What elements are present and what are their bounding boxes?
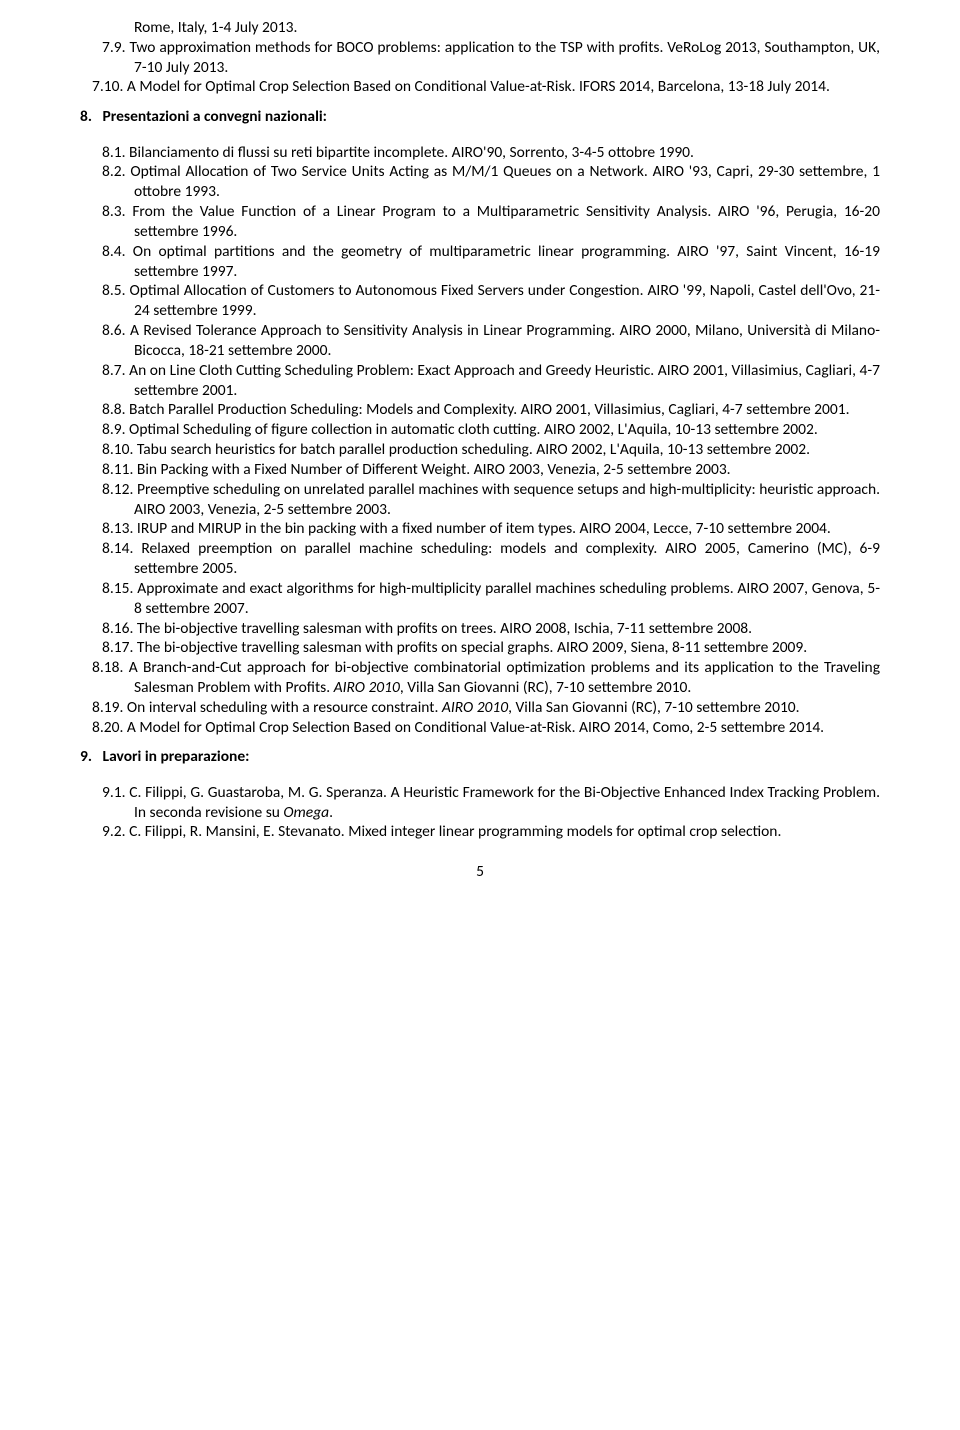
item-number: 7.9. (102, 38, 126, 57)
item-text: C. Filippi, G. Guastaroba, M. G. Speranz… (129, 783, 880, 822)
item-number: 8.13. (102, 519, 133, 538)
list-item: 8.11. Bin Packing with a Fixed Number of… (80, 460, 880, 480)
item-number: 7.10. (92, 77, 123, 96)
item-number: 9.1. (102, 783, 126, 802)
item-text: Relaxed preemption on parallel machine s… (133, 539, 880, 578)
list-item: 8.17. The bi-objective travelling salesm… (80, 638, 880, 658)
item-text: Approximate and exact algorithms for hig… (133, 579, 880, 618)
item-number: 8.12. (102, 480, 133, 499)
item-text: A Model for Optimal Crop Selection Based… (127, 77, 830, 96)
item-number: 8.9. (102, 420, 126, 439)
item-number: 8.18. (92, 658, 123, 677)
list-item: 8.6. A Revised Tolerance Approach to Sen… (80, 321, 880, 361)
item-number: 8.10. (102, 440, 133, 459)
item-number: 8.15. (102, 579, 133, 598)
item-text: An on Line Cloth Cutting Scheduling Prob… (126, 361, 880, 400)
item-number: 8.19. (92, 698, 123, 717)
item-number: 8.1. (102, 143, 126, 162)
item-text: Batch Parallel Production Scheduling: Mo… (126, 400, 850, 419)
page-number: 5 (80, 862, 880, 882)
item-text: A Model for Optimal Crop Selection Based… (127, 718, 824, 737)
item-number: 8.5. (102, 281, 126, 300)
list-item: 8.7. An on Line Cloth Cutting Scheduling… (80, 361, 880, 401)
item-number: 8.17. (102, 638, 133, 657)
list-item: 9.1. C. Filippi, G. Guastaroba, M. G. Sp… (80, 783, 880, 823)
item-text: The bi-objective travelling salesman wit… (133, 638, 807, 657)
list-item: 8.18. A Branch-and-Cut approach for bi-o… (80, 658, 880, 698)
carryover-line: Rome, Italy, 1-4 July 2013. (80, 18, 880, 38)
item-text: IRUP and MIRUP in the bin packing with a… (133, 519, 830, 538)
heading-text: Presentazioni a convegni nazionali: (103, 107, 327, 126)
list-item: 8.16. The bi-objective travelling salesm… (80, 619, 880, 639)
item-text: A Branch-and-Cut approach for bi-objecti… (129, 658, 880, 697)
list-item: 8.1. Bilanciamento di flussi su reti bip… (80, 143, 880, 163)
item-number: 8.14. (102, 539, 133, 558)
item-number: 8.8. (102, 400, 126, 419)
item-text: On interval scheduling with a resource c… (127, 698, 800, 717)
item-number: 8.6. (102, 321, 126, 340)
list-item: 8.13. IRUP and MIRUP in the bin packing … (80, 519, 880, 539)
list-item: 8.15. Approximate and exact algorithms f… (80, 579, 880, 619)
heading-number: 8. (80, 107, 92, 126)
item-number: 8.20. (92, 718, 123, 737)
list-item: 8.20. A Model for Optimal Crop Selection… (80, 718, 880, 738)
item-text: C. Filippi, R. Mansini, E. Stevanato. Mi… (129, 822, 781, 841)
list-item: 7.10. A Model for Optimal Crop Selection… (80, 77, 880, 97)
item-text: A Revised Tolerance Approach to Sensitiv… (126, 321, 880, 360)
item-number: 8.3. (102, 202, 126, 221)
heading-text: Lavori in preparazione: (103, 747, 250, 766)
item-text: The bi-objective travelling salesman wit… (133, 619, 752, 638)
document-body: Rome, Italy, 1-4 July 2013. 7.9. Two app… (80, 18, 880, 882)
item-text: Bin Packing with a Fixed Number of Diffe… (133, 460, 730, 479)
item-text: Optimal Allocation of Two Service Units … (126, 162, 880, 201)
list-item: 8.4. On optimal partitions and the geome… (80, 242, 880, 282)
item-number: 8.11. (102, 460, 133, 479)
item-text: Tabu search heuristics for batch paralle… (133, 440, 810, 459)
list-item: 8.2. Optimal Allocation of Two Service U… (80, 162, 880, 202)
item-text: Optimal Allocation of Customers to Auton… (126, 281, 880, 320)
item-text: Preemptive scheduling on unrelated paral… (133, 480, 880, 519)
list-item: 7.9. Two approximation methods for BOCO … (80, 38, 880, 78)
item-number: 8.7. (102, 361, 126, 380)
item-text: From the Value Function of a Linear Prog… (126, 202, 880, 241)
item-text: Optimal Scheduling of figure collection … (126, 420, 818, 439)
item-text: Bilanciamento di flussi su reti bipartit… (126, 143, 694, 162)
item-text: Two approximation methods for BOCO probl… (129, 38, 880, 77)
item-text: On optimal partitions and the geometry o… (126, 242, 880, 281)
item-number: 8.4. (102, 242, 126, 261)
list-item: 8.5. Optimal Allocation of Customers to … (80, 281, 880, 321)
item-number: 8.16. (102, 619, 133, 638)
list-item: 9.2. C. Filippi, R. Mansini, E. Stevanat… (80, 822, 880, 842)
section-heading: 8. Presentazioni a convegni nazionali: (80, 107, 880, 127)
list-item: 8.12. Preemptive scheduling on unrelated… (80, 480, 880, 520)
list-item: 8.14. Relaxed preemption on parallel mac… (80, 539, 880, 579)
item-number: 9.2. (102, 822, 126, 841)
section-heading: 9. Lavori in preparazione: (80, 747, 880, 767)
list-item: 8.8. Batch Parallel Production Schedulin… (80, 400, 880, 420)
heading-number: 9. (80, 747, 92, 766)
list-item: 8.3. From the Value Function of a Linear… (80, 202, 880, 242)
list-item: 8.9. Optimal Scheduling of figure collec… (80, 420, 880, 440)
list-item: 8.10. Tabu search heuristics for batch p… (80, 440, 880, 460)
list-item: 8.19. On interval scheduling with a reso… (80, 698, 880, 718)
item-number: 8.2. (102, 162, 126, 181)
